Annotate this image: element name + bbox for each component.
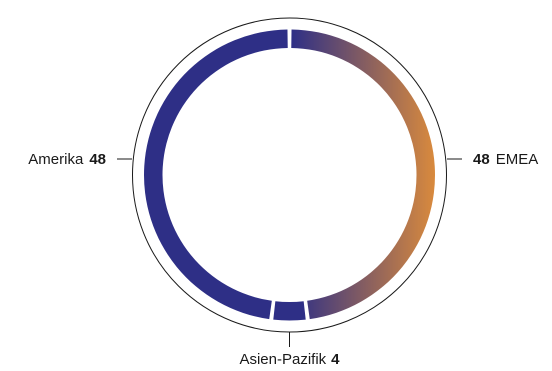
- label-emea-value: 48: [473, 151, 490, 168]
- label-asien-pazifik-name: Asien-Pazifik: [239, 351, 326, 368]
- label-amerika: Amerika 48: [28, 151, 106, 168]
- outer-ring-outline: [132, 17, 447, 333]
- label-emea-name: EMEA: [496, 151, 539, 168]
- slice-amerika: [144, 29, 288, 320]
- donut-slices: [144, 29, 436, 321]
- label-emea: 48 EMEA: [473, 151, 538, 168]
- slice-asien-pazifik: [273, 301, 306, 321]
- label-asien-pazifik-value: 4: [331, 351, 340, 368]
- label-amerika-name: Amerika: [28, 151, 84, 168]
- label-asien-pazifik: Asien-Pazifik 4: [239, 351, 340, 368]
- slice-emea: [291, 29, 436, 320]
- label-amerika-value: 48: [89, 151, 106, 168]
